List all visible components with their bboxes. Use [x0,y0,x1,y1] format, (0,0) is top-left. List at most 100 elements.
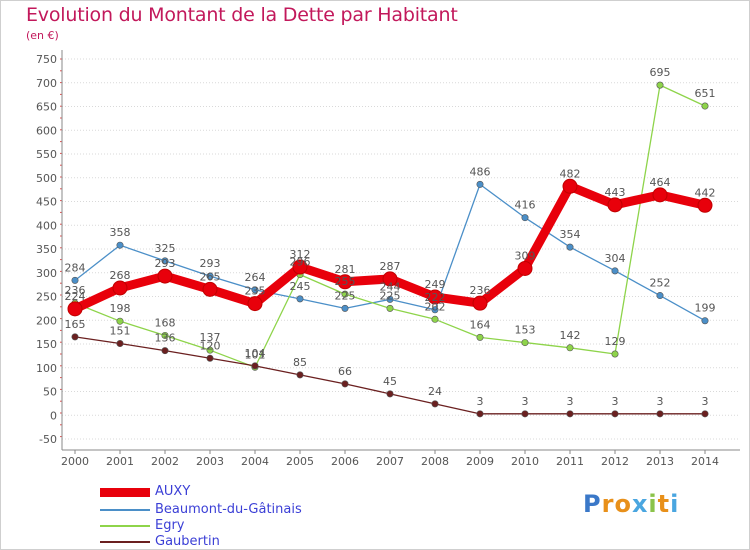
data-label: 24 [428,385,442,398]
data-point [296,295,304,303]
data-point [427,289,443,305]
data-point [71,276,79,284]
data-point [386,304,394,312]
data-point [566,243,574,251]
data-label: 249 [425,278,446,291]
data-label: 312 [290,248,311,261]
data-point [656,292,664,300]
data-label: 354 [560,228,581,241]
data-label: 236 [65,284,86,297]
data-label: 85 [293,356,307,369]
data-point [206,346,214,354]
x-tick-label: 2013 [646,455,674,468]
x-tick-label: 2010 [511,455,539,468]
legend-label-beaumont: Beaumont-du-Gâtinais [155,502,302,517]
data-label: 245 [290,280,311,293]
y-tick-label: 550 [36,148,57,161]
data-point [337,274,353,290]
data-label: 104 [245,347,266,360]
data-label: 252 [650,277,671,290]
proxiti-logo: Proxiti [583,490,679,518]
data-point [116,241,124,249]
data-point [476,180,484,188]
y-tick-label: -50 [39,433,57,446]
data-label: 164 [470,318,491,331]
data-label: 284 [65,261,86,274]
data-label: 416 [515,199,536,212]
x-tick-label: 2003 [196,455,224,468]
data-point [701,102,709,110]
data-label: 198 [110,302,131,315]
data-point [517,260,533,276]
data-label: 3 [522,395,529,408]
data-point [701,410,709,418]
legend-swatch-beaumont [100,509,150,511]
data-label: 66 [338,365,352,378]
data-label: 265 [200,270,221,283]
legend-label-egry: Egry [155,518,185,533]
y-tick-label: 650 [36,101,57,114]
data-point [431,306,439,314]
y-tick-label: 0 [50,409,57,422]
y-tick-label: 100 [36,362,57,375]
x-tick-label: 2011 [556,455,584,468]
data-label: 296 [290,256,311,269]
y-tick-label: 350 [36,243,57,256]
data-point [296,371,304,379]
data-point [521,410,529,418]
y-tick-label: 250 [36,291,57,304]
data-label: 224 [65,290,86,303]
y-tick-label: 400 [36,219,57,232]
logo-letter: P [583,490,602,518]
y-tick-label: 500 [36,172,57,185]
data-point [476,333,484,341]
data-point [472,295,488,311]
x-tick-label: 2000 [61,455,89,468]
data-label: 309 [515,249,536,262]
x-tick-label: 2005 [286,455,314,468]
data-point [67,301,83,317]
data-point [202,281,218,297]
logo-letter: i [670,490,680,518]
data-label: 255 [335,275,356,288]
legend-swatch-auxy [100,488,150,497]
data-label: 129 [605,335,626,348]
data-point [431,315,439,323]
data-point [292,259,308,275]
data-label: 3 [657,395,664,408]
data-label: 136 [155,332,176,345]
logo-letter: i [648,490,658,518]
data-label: 244 [380,280,401,293]
data-point [116,317,124,325]
x-tick-label: 2008 [421,455,449,468]
data-point [157,268,173,284]
data-label: 153 [515,324,536,337]
logo-letter: r [601,490,615,518]
data-label: 287 [380,260,401,273]
data-label: 137 [200,331,221,344]
y-tick-label: 450 [36,196,57,209]
data-point [521,214,529,222]
data-label: 3 [567,395,574,408]
logo-letter: o [614,490,632,518]
logo-letter: x [631,490,649,518]
data-point [652,187,668,203]
data-label: 651 [695,87,716,100]
x-tick-label: 2004 [241,455,269,468]
data-label: 101 [245,348,266,361]
data-label: 3 [477,395,484,408]
data-point [697,197,713,213]
data-point [386,295,394,303]
data-label: 482 [560,167,581,180]
data-label: 358 [110,226,131,239]
data-label: 236 [470,284,491,297]
x-tick-label: 2006 [331,455,359,468]
data-point [607,197,623,213]
data-label: 464 [650,176,671,189]
data-point [251,286,259,294]
x-tick-label: 2001 [106,455,134,468]
data-label: 120 [200,339,221,352]
data-point [562,178,578,194]
data-label: 142 [560,329,581,342]
